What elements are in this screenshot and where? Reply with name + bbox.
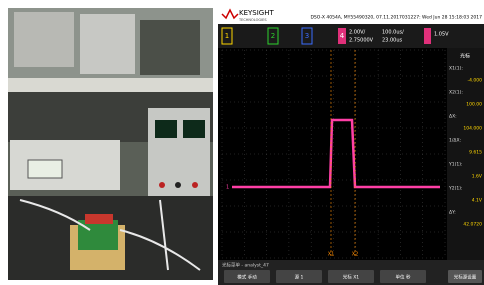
side-item: -4.000 [467,78,482,84]
offset: 2.75000V [349,38,374,44]
channel: 4 [340,32,345,40]
side-item: 42.0720 [463,222,482,228]
side-item: ΔY: [449,210,456,216]
side-item: 9.615 [469,150,482,156]
menu-title: 光标菜单 - analyst_47 [222,262,269,269]
time-scale: 100.0us/ [382,30,404,36]
side-item: 1.6V [472,174,483,180]
brand-sub: TECHNOLOGIES [238,18,267,22]
side-item: Y1(1): [448,162,463,168]
time-delay: 23.00us [382,38,402,44]
cursor-marker: X2 [352,252,359,258]
channel: 3 [305,32,309,40]
side-item: 104.000 [463,126,482,132]
side-item: X1(1): [449,66,463,72]
softkey-label[interactable]: 源 1 [295,274,304,281]
side-item: X2(1): [449,90,463,96]
side-title: 光标 [460,53,470,60]
softkey-label[interactable]: 单位 秒 [396,274,411,281]
oscilloscope-screen: KEYSIGHT TECHNOLOGIES DSO-X 4054A, MY554… [218,8,484,285]
brand: KEYSIGHT [239,9,274,17]
cursor-marker: X1 [328,252,335,258]
scale: 2.00V/ [349,30,366,36]
channel-marker: 1 [226,185,229,191]
softkey-label[interactable]: 光标 X1 [343,274,360,281]
side-item: 100.00 [466,102,482,108]
softkey-label[interactable]: 模式 手动 [237,274,257,281]
trigger: 1.05V [434,32,449,38]
side-item: 1/ΔX: [449,138,461,144]
side-item: 4.1V [472,198,483,204]
side-item: Y2(1): [448,186,463,192]
channel: 2 [271,32,275,40]
side-item: ΔX: [449,114,457,120]
channel: 1 [225,32,229,40]
header: DSO-X 4054A, MY55490320, 07.11.201703122… [310,15,482,21]
side-key[interactable]: 光标源设置 [454,274,477,281]
screenshot: KEYSIGHT TECHNOLOGIES DSO-X 4054A, MY554… [0,0,484,285]
lab-photo [8,8,213,280]
